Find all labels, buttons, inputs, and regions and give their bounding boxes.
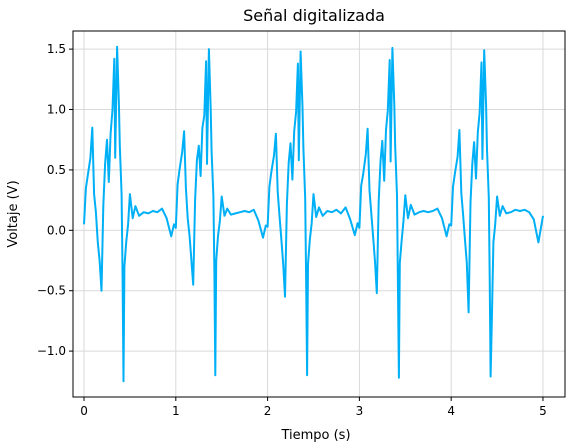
- y-tick-label: −0.5: [37, 284, 66, 298]
- plot-frame: [72, 30, 566, 398]
- x-tick-label: 5: [539, 404, 547, 418]
- y-axis-label: Voltaje (V): [6, 180, 21, 247]
- x-tick-label: 2: [264, 404, 272, 418]
- y-tick-label: −1.0: [37, 344, 66, 358]
- x-tick-label: 1: [172, 404, 180, 418]
- y-tick-label: 0.5: [47, 163, 66, 177]
- y-tick-label: 0.0: [47, 223, 66, 237]
- chart-title: Señal digitalizada: [243, 6, 385, 25]
- x-tick-label: 0: [80, 404, 88, 418]
- x-axis-label: Tiempo (s): [280, 428, 350, 443]
- x-tick-label: 3: [356, 404, 364, 418]
- series-line: [83, 45, 544, 383]
- x-axis: 0 1 2 3 4 5: [80, 397, 547, 418]
- y-tick-label: 1.0: [47, 103, 66, 117]
- y-tick-label: 1.5: [47, 42, 66, 56]
- x-tick-label: 4: [447, 404, 455, 418]
- y-axis: −1.0 −0.5 0.0 0.5 1.0 1.5: [37, 42, 73, 358]
